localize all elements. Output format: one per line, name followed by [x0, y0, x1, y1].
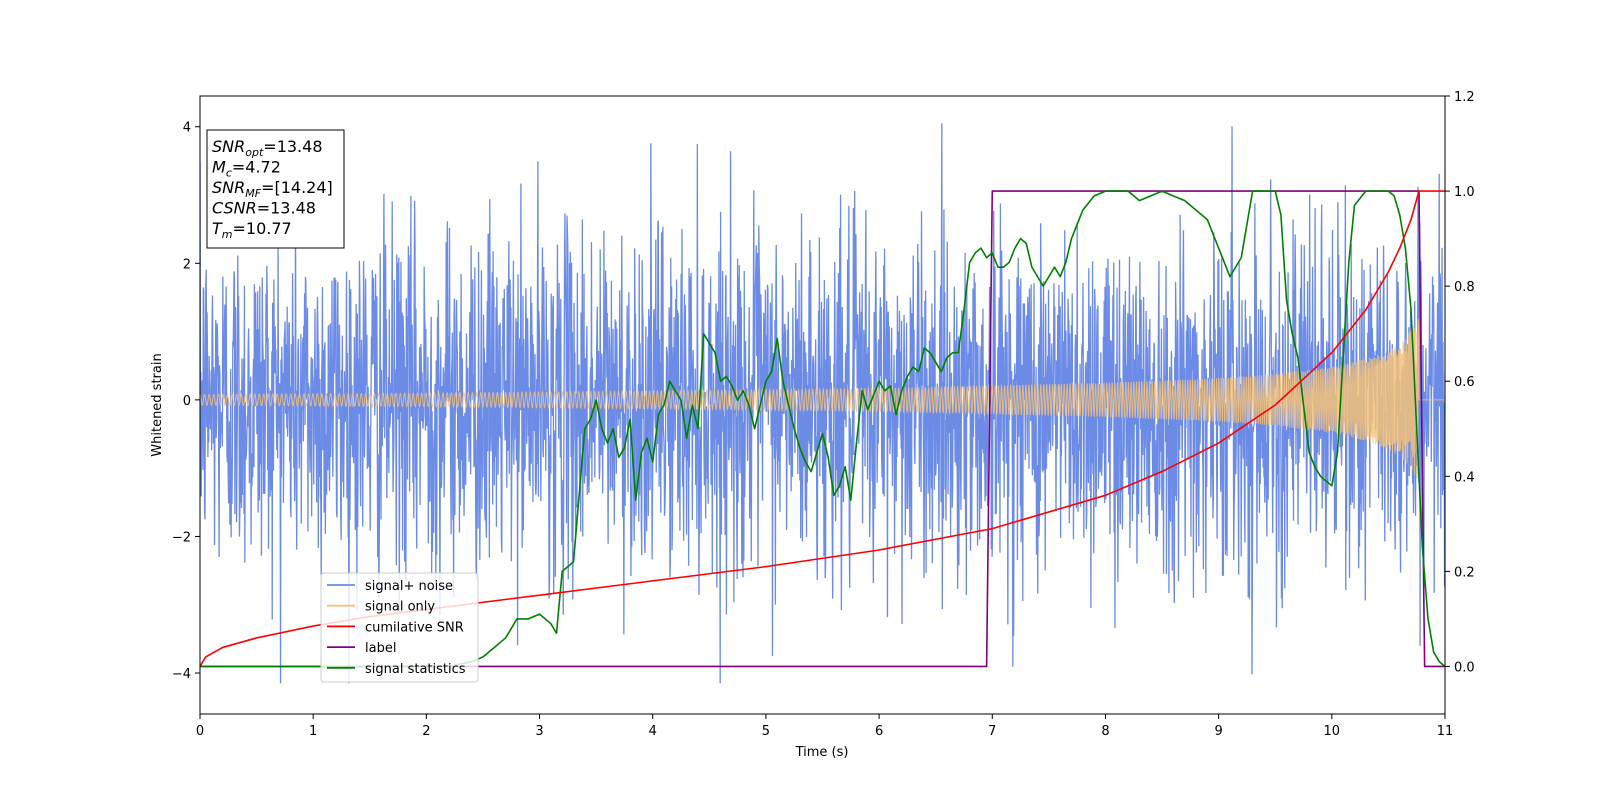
plot-frame [199, 95, 1446, 715]
info-line-base: T [212, 219, 223, 238]
x-tick-label: 5 [762, 724, 770, 739]
series-signal-only [200, 319, 1445, 479]
y-left-tick-label: 4 [183, 121, 191, 136]
axes-layer: 0 1 2 3 4 5 6 7 8 9 10 11 −4 −2 0 2 4 0.0 0.2 0.4 0.6 0.8 1.0 1… [172, 90, 1475, 739]
y-right-tick-label: 0.4 [1454, 470, 1475, 485]
legend-label: signal statistics [365, 662, 466, 677]
info-line-base: SNR [212, 178, 245, 197]
info-line-sub: opt [245, 146, 264, 159]
y-left-tick-label: −2 [172, 530, 191, 545]
y-right-tick-label: 0.2 [1454, 565, 1475, 580]
legend-label: label [365, 641, 396, 656]
legend-label: cumilative SNR [365, 620, 464, 635]
info-line-base: SNR [212, 137, 245, 156]
legend: signal+ noise signal only cumilative SNR la… [320, 572, 479, 683]
y-left-tick-label: 2 [183, 257, 191, 272]
y-right-tick-label: 0.8 [1454, 280, 1475, 295]
x-tick-label: 6 [875, 724, 883, 739]
x-tick-label: 7 [988, 724, 996, 739]
info-text: SNRopt=13.48 Mc=4.72 SNRMF=[14.24] CSNR=13.… [212, 137, 333, 241]
y-left-tick-label: 0 [183, 394, 191, 409]
series-signal-statistics [200, 190, 1445, 668]
x-tick-label: 1 [309, 724, 317, 739]
y-right-tick-label: 1.0 [1454, 185, 1475, 200]
info-line-sub: m [222, 228, 233, 241]
y-right-tick-label: 0.0 [1454, 660, 1475, 675]
info-line-base: M [212, 158, 226, 177]
legend-frame [320, 572, 479, 683]
info-line-base: CSNR [212, 199, 257, 218]
info-line-value: =13.48 [263, 137, 322, 156]
x-tick-label: 11 [1437, 724, 1454, 739]
x-tick-label: 10 [1324, 724, 1341, 739]
y-left-tick-label: −4 [172, 667, 191, 682]
legend-label: signal only [365, 600, 435, 615]
y-right-tick-label: 1.2 [1454, 90, 1475, 105]
x-tick-label: 4 [649, 724, 657, 739]
series-layer [200, 123, 1445, 684]
legend-label: signal+ noise [365, 579, 453, 594]
info-line-sub: MF [245, 187, 261, 200]
info-line-value: =10.77 [233, 219, 292, 238]
info-box: SNRopt=13.48 Mc=4.72 SNRMF=[14.24] CSNR=13.… [206, 129, 345, 249]
series-label [200, 190, 1445, 668]
info-line-value: =[14.24] [261, 178, 333, 197]
x-tick-label: 0 [196, 724, 204, 739]
x-tick-label: 2 [422, 724, 430, 739]
info-line-value: =4.72 [232, 158, 281, 177]
x-tick-label: 9 [1214, 724, 1222, 739]
x-tick-label: 3 [535, 724, 543, 739]
y-axis-label: Whitened strain [150, 353, 165, 456]
x-axis-label: Time (s) [795, 745, 849, 760]
y-right-tick-label: 0.6 [1454, 375, 1475, 390]
x-tick-label: 8 [1101, 724, 1109, 739]
info-box-frame [206, 129, 345, 249]
series-cumulative-snr [200, 190, 1445, 667]
info-line-sub: c [226, 167, 232, 180]
info-line-value: =13.48 [257, 199, 316, 218]
